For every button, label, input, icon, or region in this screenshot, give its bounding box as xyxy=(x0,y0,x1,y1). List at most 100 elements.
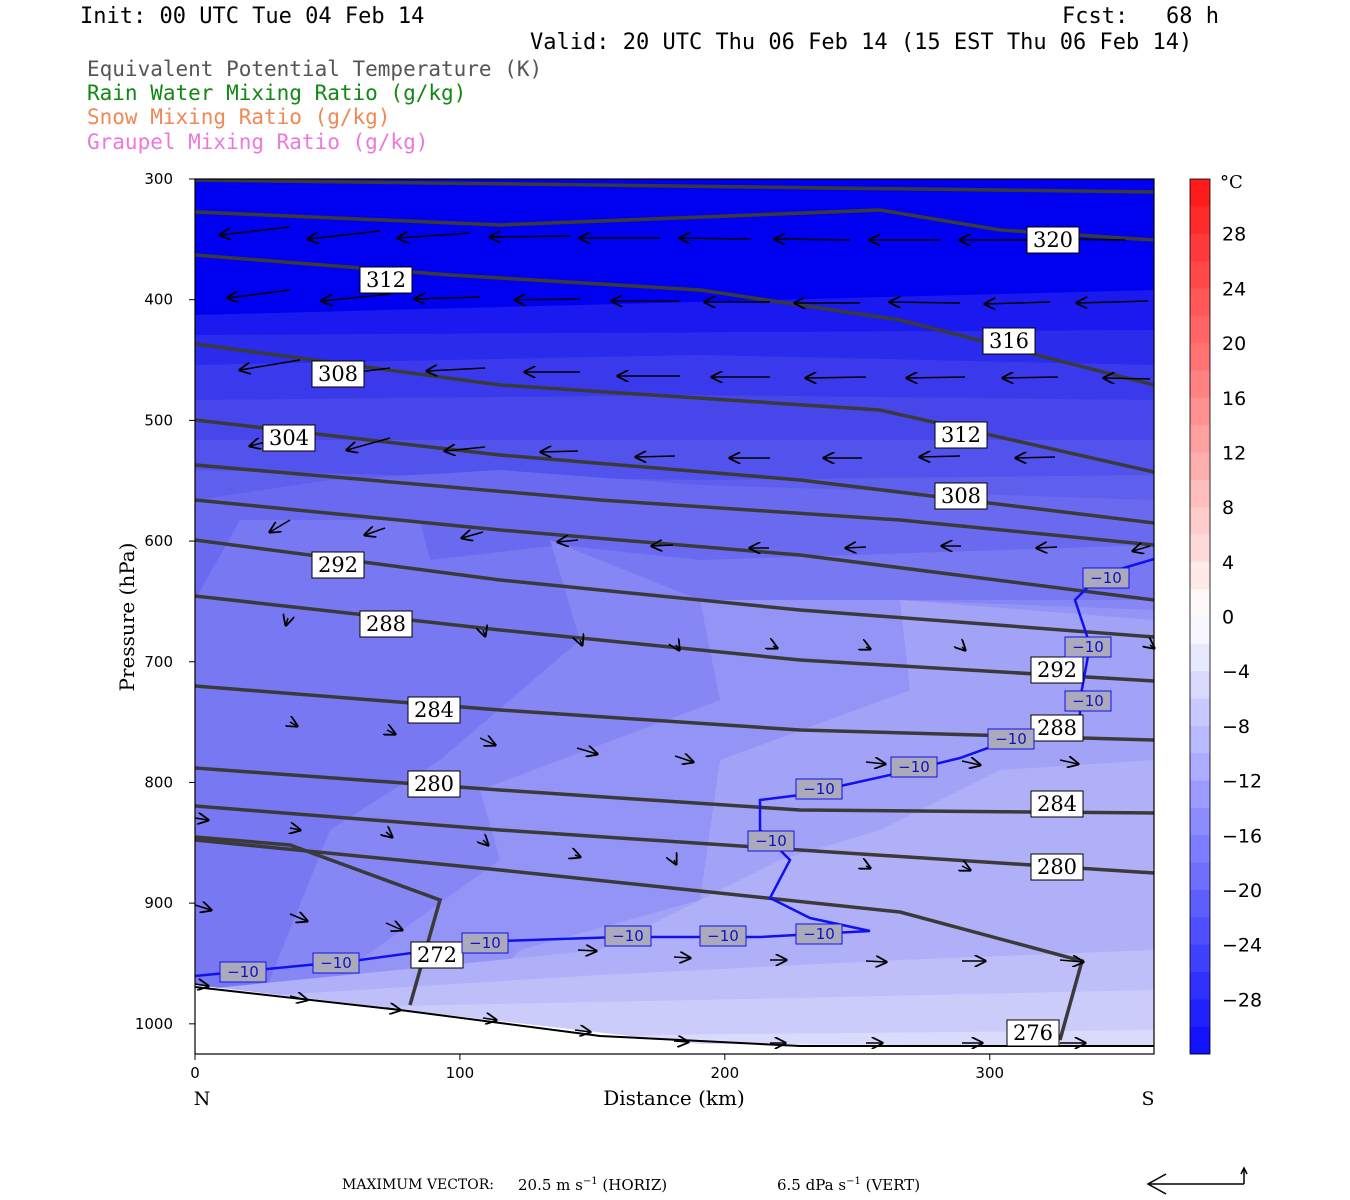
colorbar-bin xyxy=(1190,452,1210,481)
isotherm-label: −10 xyxy=(312,952,360,974)
svg-text:276: 276 xyxy=(1013,1021,1053,1045)
y-axis-label: Pressure (hPa) xyxy=(115,543,139,692)
isotherm-label: −10 xyxy=(461,932,509,954)
colorbar-bin xyxy=(1190,1026,1210,1055)
minus10-isotherm xyxy=(194,557,1155,978)
colorbar-tick-label: 4 xyxy=(1222,552,1234,574)
legend-snow: Snow Mixing Ratio (g/kg) xyxy=(87,105,391,129)
svg-text:304: 304 xyxy=(269,426,309,450)
svg-text:312: 312 xyxy=(366,268,406,292)
colorbar-bin xyxy=(1190,862,1210,891)
theta-label-312-upper: 312 xyxy=(359,266,413,294)
max-vector-vert: 6.5 dPa s−1 (VERT) xyxy=(777,1176,921,1194)
theta-label-272: 272 xyxy=(410,941,464,969)
theta-label-308-left: 308 xyxy=(311,360,365,388)
forecast-hours: 68 h xyxy=(1166,4,1219,29)
colorbar-bin xyxy=(1190,479,1210,508)
colorbar-bin xyxy=(1190,917,1210,946)
svg-text:272: 272 xyxy=(417,943,457,967)
svg-text:−10: −10 xyxy=(755,832,787,850)
isotherm-label: −10 xyxy=(795,923,843,945)
max-vector-label: MAXIMUM VECTOR: xyxy=(342,1177,494,1193)
y-tick-label: 700 xyxy=(144,653,173,671)
svg-text:−10: −10 xyxy=(898,758,930,776)
colorbar-bin xyxy=(1190,315,1210,344)
colorbar-bin xyxy=(1190,889,1210,918)
svg-text:−10: −10 xyxy=(469,934,501,952)
svg-text:−10: −10 xyxy=(1072,638,1104,656)
forecast-label: Fcst: xyxy=(1062,4,1129,29)
y-axis: 300 400 500 600 700 800 900 1000 xyxy=(135,170,195,1033)
colorbar-bin xyxy=(1190,589,1210,617)
legend-graupel: Graupel Mixing Ratio (g/kg) xyxy=(87,130,429,154)
colorbar-bin xyxy=(1190,206,1210,235)
colorbar-bin xyxy=(1190,671,1210,700)
svg-text:−10: −10 xyxy=(612,927,644,945)
svg-text:−10: −10 xyxy=(1090,569,1122,587)
colorbar-unit: °C xyxy=(1220,172,1243,193)
svg-text:308: 308 xyxy=(318,362,358,386)
y-tick-label: 1000 xyxy=(135,1015,173,1033)
colorbar-tick-label: −12 xyxy=(1222,771,1262,793)
y-tick-label: 600 xyxy=(144,532,173,550)
colorbar-bin xyxy=(1190,944,1210,973)
svg-text:−10: −10 xyxy=(320,954,352,972)
isotherm-label: −10 xyxy=(795,778,843,800)
theta-e-contours xyxy=(195,179,1154,1041)
theta-label-288-right: 288 xyxy=(1030,714,1084,742)
svg-text:280: 280 xyxy=(414,772,454,796)
legend-rain: Rain Water Mixing Ratio (g/kg) xyxy=(87,81,467,105)
colorbar-bin xyxy=(1190,971,1210,1000)
colorbar-tick-label: 20 xyxy=(1222,333,1246,355)
y-tick-label: 300 xyxy=(144,170,173,188)
theta-label-280-right: 280 xyxy=(1030,853,1084,881)
svg-text:288: 288 xyxy=(366,612,406,636)
svg-text:312: 312 xyxy=(941,423,981,447)
colorbar-bin xyxy=(1190,643,1210,672)
svg-text:308: 308 xyxy=(941,484,981,508)
x-tick-label: 300 xyxy=(975,1064,1004,1082)
x-tick-label: 100 xyxy=(446,1064,475,1082)
isotherm-label: −10 xyxy=(219,961,267,983)
y-tick-label: 800 xyxy=(144,773,173,791)
colorbar-tick-label: −20 xyxy=(1222,880,1262,902)
colorbar-bin xyxy=(1190,507,1210,535)
x-tick-label: 200 xyxy=(711,1064,740,1082)
theta-label-280-left: 280 xyxy=(407,770,461,798)
y-tick-label: 900 xyxy=(144,894,173,912)
colorbar-bin xyxy=(1190,397,1210,426)
theta-label-320: 320 xyxy=(1026,226,1080,254)
svg-text:284: 284 xyxy=(414,698,454,722)
colorbar-bin xyxy=(1190,179,1210,207)
colorbar-tick-label: 16 xyxy=(1222,388,1246,410)
colorbar-labels: 28 24 20 16 12 8 4 0 −4 −8 −12 −16 −20 −24 −28 xyxy=(1222,224,1262,1012)
theta-label-276: 276 xyxy=(1006,1019,1060,1047)
colorbar-tick-label: 8 xyxy=(1222,497,1234,519)
colorbar-tick-label: −16 xyxy=(1222,825,1262,847)
isotherm-labels: −10 −10 −10 −10 −10 −10 −10 −10 −10 −10 … xyxy=(219,567,1130,983)
theta-label-316: 316 xyxy=(982,327,1036,355)
isotherm-label: −10 xyxy=(1064,690,1112,712)
colorbar-bin xyxy=(1190,561,1210,590)
colorbar-bin xyxy=(1190,343,1210,371)
svg-text:288: 288 xyxy=(1037,716,1077,740)
colorbar-bin xyxy=(1190,616,1210,645)
svg-text:320: 320 xyxy=(1033,228,1073,252)
x-axis-label: Distance (km) xyxy=(603,1086,745,1110)
svg-text:−10: −10 xyxy=(707,927,739,945)
svg-text:−10: −10 xyxy=(227,963,259,981)
x-axis: 0 100 200 300 xyxy=(190,1054,1004,1082)
theta-label-308-right: 308 xyxy=(934,482,988,510)
x-tick-label: 0 xyxy=(190,1064,200,1082)
colorbar-tick-label: 12 xyxy=(1222,442,1246,464)
isotherm-label: −10 xyxy=(747,830,795,852)
colorbar-bin xyxy=(1190,807,1210,836)
isotherm-label: −10 xyxy=(1064,636,1112,658)
svg-text:−10: −10 xyxy=(803,780,835,798)
svg-text:−10: −10 xyxy=(1072,692,1104,710)
colorbar-bin xyxy=(1190,698,1210,727)
surface-line xyxy=(194,986,1154,1047)
colorbar-tick-label: 0 xyxy=(1222,607,1234,629)
init-time: Init: 00 UTC Tue 04 Feb 14 xyxy=(80,4,425,29)
